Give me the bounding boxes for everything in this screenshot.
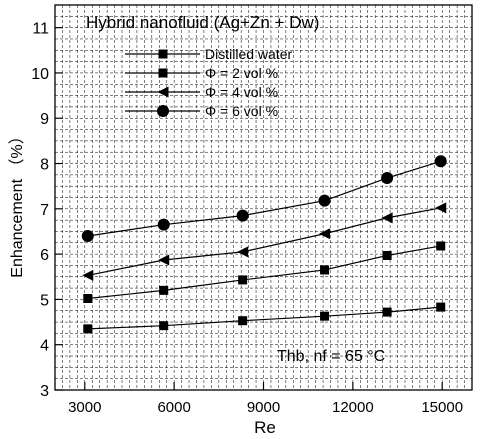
- x-axis-label: Re: [254, 418, 276, 437]
- legend-marker: [157, 105, 169, 117]
- series-line-4: [87, 160, 441, 237]
- data-point-3: [158, 254, 170, 266]
- data-point-1: [382, 307, 392, 317]
- y-tick-label: 10: [31, 66, 49, 83]
- data-point-4: [81, 230, 94, 242]
- data-point-1: [436, 302, 446, 312]
- y-axis-label: Enhancement （%）: [8, 128, 26, 277]
- data-point-2: [382, 250, 392, 260]
- series-line-3: [87, 207, 441, 276]
- legend-label: Φ = 4 vol %: [205, 84, 278, 100]
- data-point-3: [435, 202, 447, 214]
- x-tick-label: 9000: [247, 399, 280, 416]
- series-line-1: [87, 306, 441, 330]
- series-line-2: [87, 245, 441, 300]
- x-tick-label: 15000: [421, 399, 463, 416]
- x-tick-label: 12000: [332, 399, 374, 416]
- data-point-3: [82, 269, 94, 281]
- data-point-2: [83, 294, 93, 304]
- y-tick-label: 4: [40, 338, 49, 355]
- data-point-4: [434, 155, 447, 168]
- data-point-1: [159, 321, 169, 331]
- legend-marker: [157, 86, 169, 98]
- chart-annotation: Thb, nf = 65 °C: [277, 348, 385, 365]
- data-point-4: [236, 209, 249, 222]
- y-tick-label: 5: [40, 292, 49, 309]
- legend: Distilled water Φ = 2 vol % Φ = 4 vol % Φ =…: [125, 46, 292, 119]
- y-tick-label: 8: [40, 157, 49, 174]
- legend-label: Φ = 6 vol %: [205, 103, 278, 119]
- y-tick-label: 7: [40, 202, 49, 219]
- data-point-2: [436, 241, 446, 251]
- data-point-1: [83, 324, 93, 334]
- data-point-2: [320, 265, 330, 275]
- data-point-4: [157, 218, 170, 231]
- data-point-4: [318, 194, 331, 207]
- y-tick-label: 11: [32, 21, 49, 38]
- grid: [54, 4, 473, 391]
- series-lines: [87, 160, 441, 330]
- legend-marker: [158, 49, 168, 59]
- series-markers: [81, 155, 447, 334]
- legend-label: Φ = 2 vol %: [205, 65, 278, 81]
- legend-label: Distilled water: [205, 46, 292, 62]
- plot-frame: [54, 4, 473, 391]
- data-point-2: [238, 275, 248, 285]
- data-point-1: [238, 316, 248, 326]
- data-point-1: [320, 311, 330, 321]
- chart-title: Hybrid nanofluid (Ag+Zn + Dw): [86, 13, 319, 32]
- y-tick-label: 6: [40, 247, 49, 264]
- x-tick-label: 6000: [157, 399, 190, 416]
- data-point-2: [159, 285, 169, 295]
- legend-marker: [158, 68, 168, 78]
- data-point-4: [381, 172, 394, 185]
- x-tick-label: 3000: [68, 399, 101, 416]
- data-point-3: [237, 246, 249, 258]
- data-point-3: [319, 228, 331, 240]
- axis-ticks: 3000 6000 9000 12000 15000 3 4 5 6 7 8 9 10 11: [31, 21, 463, 416]
- y-tick-label: 9: [40, 111, 49, 128]
- y-tick-label: 3: [40, 383, 49, 400]
- data-point-3: [381, 212, 393, 224]
